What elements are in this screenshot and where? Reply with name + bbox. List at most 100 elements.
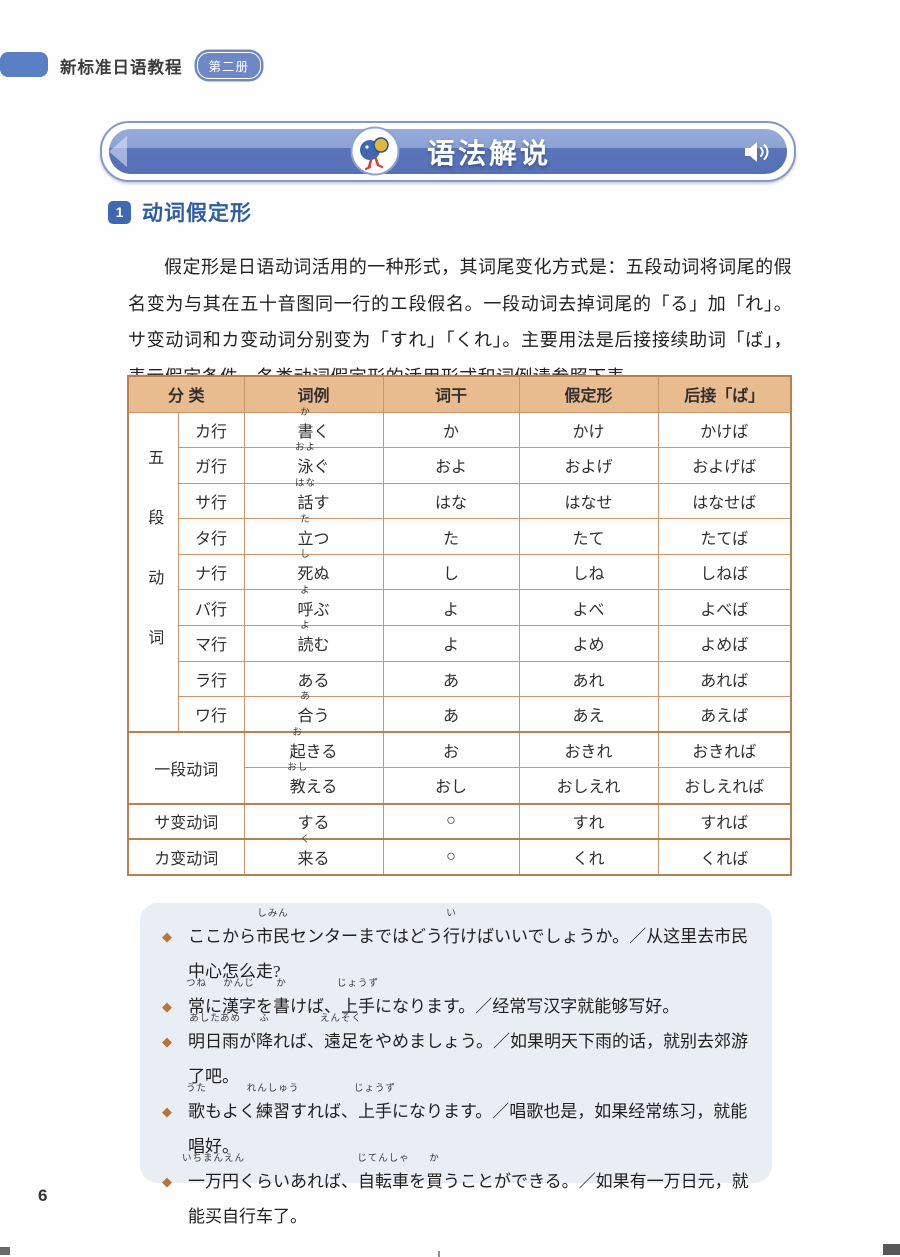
example-text: 明日 あした雨あめ が降ふれば、遠足 えんそく をやめましょう。／如果明天下雨的话，就别… [188,1014,748,1086]
stem-cell: か [382,411,520,449]
ruby-base: 立た [297,514,314,548]
conditional-cell: はなせ [518,482,659,520]
furigana: か [276,979,287,989]
ruby-base: 行い [443,909,460,946]
ruby-base: 漢字 かんじ [222,979,256,1016]
speaker-icon[interactable] [743,140,771,164]
scan-artifact [883,1244,900,1255]
diamond-icon: ◆ [162,999,172,1014]
furigana: じょうず [336,979,380,989]
furigana: お [292,728,303,739]
table-row: ワ行合あうああえ あえば [128,692,792,733]
table-header-row: 分 类词例 词干 假定形 后接「ば」 [127,375,792,413]
category-label: 一段动词 [127,731,245,805]
example-cell: 書かく [243,407,384,449]
conditional-cell: かけ [518,411,659,449]
furigana: しみん [257,909,289,919]
ruby-base: 起お [289,728,306,762]
example-cell: 起おきる [243,728,384,769]
table-header-cell: 假定形 [518,375,659,413]
conditional-cell: あれ [518,660,659,698]
stem-cell: た [382,518,520,555]
table-row: 一段动词起おきるおおきれ おきれば [127,728,792,805]
example-cell: 呼よぶ [243,585,384,627]
conditional-cell: よめ [518,625,659,662]
conditional-cell: たて [518,518,659,555]
table-row: タ行立たつたたて たてば [128,514,792,555]
table-head: 分 类词例 词干 假定形 后接「ば」 [127,375,792,413]
conditional-cell: くれ [518,838,659,876]
furigana: いちまんえん [181,1154,246,1164]
example-item: ◆ 明日 あした雨あめ が降ふれば、遠足 えんそく をやめましょう。／如果明天下雨的话，就… [162,1014,756,1094]
ruby-base: 自転車 じてんしゃ [357,1154,410,1191]
table-header-cell: 词干 [382,375,520,413]
row-label: ワ行 [177,696,245,733]
furigana: か [429,1154,440,1164]
furigana: ふ [259,1014,270,1024]
diamond-icon: ◆ [162,1174,172,1189]
scan-artifact [0,1247,10,1255]
furigana: つね [185,979,208,989]
row-label: ラ行 [177,660,245,698]
ruby-base: 教おし [287,763,309,797]
example-cell: ある [243,660,384,698]
furigana: く [300,834,311,845]
ba-cell: おしえれば [657,767,792,805]
ruby-base: 明日 あした [188,1014,222,1051]
ruby-base: 読よ [297,621,314,655]
stem-cell: ○ [382,802,520,840]
banner-title: 语法解说 [427,137,552,169]
example-cell: 話はなす [243,478,384,520]
ruby-base: 合あ [297,692,314,726]
example-text: 常つね に漢字 かんじ を書かけば、上手 じょうず になります。／经常写汉字就能够写好。 [186,979,679,1016]
stem-cell: あ [382,696,520,733]
ba-cell: しねば [657,553,792,591]
intro-paragraph: 假定形是日语动词活用的一种形式，其词尾变化方式是：五段动词将词尾的假名变为与其在… [128,257,792,387]
speaker-glyph [745,141,769,162]
conjugation-table-wrap: 分 类词例 词干 假定形 后接「ば」 五段动词 カ行書かくかかけ かけば ガ行泳およぐおよお… [127,375,793,876]
conjugation-table: 分 类词例 词干 假定形 后接「ば」 五段动词 カ行書かくかかけ かけば ガ行泳およぐおよお… [127,375,793,876]
ruby-base: 上手 じょうず [336,979,380,1016]
furigana: あした [189,1014,221,1024]
mascot-bird-icon [350,126,400,176]
conditional-cell: よべ [518,589,659,627]
conditional-cell: おしえれ [518,767,659,805]
ba-cell: かけば [657,411,792,449]
conditional-cell: すれ [518,802,659,840]
ruby-base: 話はな [294,478,317,512]
row-label: サ行 [177,482,245,520]
example-cell: 立たつ [243,514,384,555]
chevron-decoration [109,135,127,168]
ruby-base: 一万円 いちまんえん [181,1154,246,1191]
diamond-icon: ◆ [162,1034,172,1049]
grammar-banner: 语法解说 [100,121,796,182]
row-label: マ行 [177,625,245,662]
table-row: 五段动词 カ行書かくかかけ かけば [127,407,792,733]
category-label: サ变动词 [127,802,245,840]
section-number-badge: 1 [108,200,131,224]
example-cell: 死しぬ [243,550,384,591]
ruby-base: 遠足 えんそく [319,1014,363,1051]
ruby-base: 書か [297,407,314,441]
table-row: サ行話はなすはな はなせ はなせば [128,478,792,520]
ba-cell: くれば [657,838,792,876]
scan-artifact [438,1251,440,1257]
table-row: マ行読よむよよめ よめば [128,621,792,662]
stem-cell: おし [382,767,520,805]
ruby-base: 常つね [185,979,208,1016]
category-label: カ变动词 [127,838,245,876]
grammar-table-body: 五段动词 カ行書かくかかけ かけば ガ行泳およぐおよ およげ およげば サ行話はなすはな はな… [127,407,792,876]
example-item: ◆ 一万円 いちまんえん くらいあれば、自転車 じてんしゃ を買かうことができる。／如果有… [162,1154,756,1234]
section-title: 动词假定形 [142,202,252,225]
furigana: し [300,550,311,561]
furigana: れんしゅう [246,1084,300,1094]
ruby-base: 買か [426,1154,443,1191]
conditional-cell: おきれ [518,731,659,769]
table-row: ラ行 あるああれ あれば [128,660,792,698]
example-text: ここから市民 しみん センターまではどう行いけばいいでしょうか。／从这里去市民中心怎… [188,909,749,981]
ruby-base: 呼よ [297,585,314,619]
furigana: よ [300,585,311,596]
ruby-base: 雨あめ [219,1014,242,1051]
ruby-base: 市民 しみん [256,909,290,946]
